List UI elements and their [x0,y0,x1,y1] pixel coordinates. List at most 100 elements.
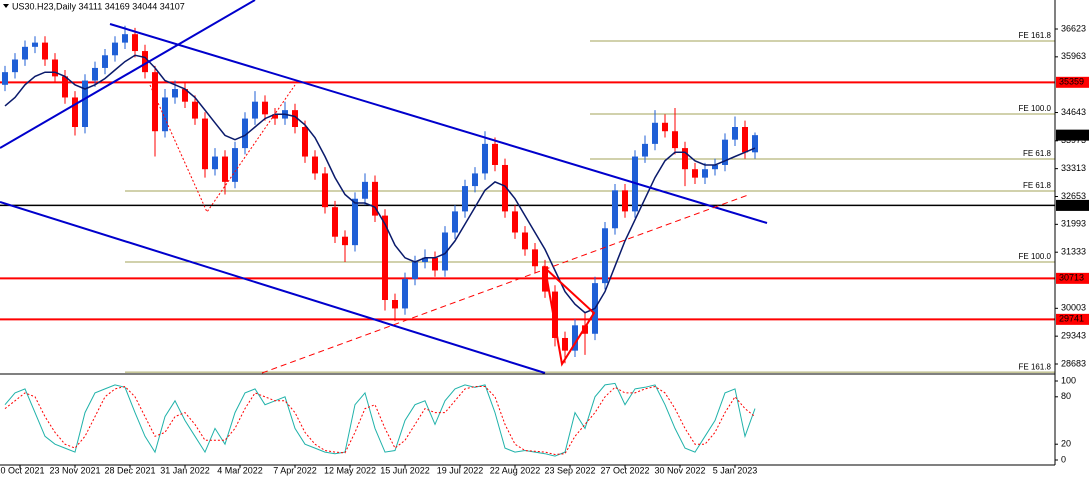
x-tick-label: 20 Oct 2021 [0,465,45,475]
x-tick-label: 7 Apr 2022 [273,465,317,475]
fibo-label: FE 61.8 [1023,149,1052,158]
candle-body [172,89,178,98]
channel-bottom [0,201,546,374]
candle-body [642,143,648,157]
candle-body [462,186,468,212]
candle-body [742,127,748,153]
candle-body [122,34,128,43]
candle-body [212,156,218,170]
candle-body [552,291,558,338]
candle-body [112,42,118,56]
candle-body [342,236,348,246]
candle-body [512,211,518,233]
candle-body [402,278,408,309]
candle-body [692,169,698,178]
candle-body [732,127,738,140]
y-tick-label: 31333 [1061,247,1086,257]
x-tick-label: 19 Jul 2022 [437,465,484,475]
y-tick-label: 32653 [1061,191,1086,201]
x-tick-label: 23 Nov 2021 [49,465,100,475]
candle-body [182,89,188,102]
candle-body [102,55,108,68]
x-tick-label: 27 Oct 2022 [600,465,649,475]
menu-icon [3,4,9,8]
level-label: 29741 [1059,314,1084,324]
oscillator-line [4,385,756,456]
moving-average [4,54,756,314]
y-tick-label: 33313 [1061,163,1086,173]
candle-body [702,169,708,178]
osc-tick-label: 20 [1061,439,1071,449]
candle-body [252,101,258,119]
x-tick-label: 5 Jan 2023 [713,465,758,475]
triangle [543,265,596,367]
candle-body [152,72,158,132]
fibo-label: FE 161.8 [1019,362,1052,371]
y-tick-label: 31993 [1061,219,1086,229]
y-tick-label: 30003 [1061,303,1086,313]
y-tick-label: 28683 [1061,358,1086,368]
candle-body [132,34,138,52]
candle-body [672,131,678,149]
fibo-label: FE 100.0 [1019,104,1052,113]
x-tick-label: 12 May 2022 [324,465,376,475]
osc-tick-label: 100 [1061,375,1076,385]
candle-body [352,198,358,246]
candle-body [472,173,478,187]
osc-tick-label: 0 [1061,454,1066,464]
fibo-label: FE 161.8 [1019,31,1052,40]
level-tag [1056,272,1089,284]
candle-body [162,97,168,132]
x-tick-label: 15 Jun 2022 [380,465,430,475]
candle-body [652,122,658,144]
candle-body [442,232,448,271]
osc-tick-label: 80 [1061,391,1071,401]
y-tick-label: 29343 [1061,331,1086,341]
x-tick-label: 28 Dec 2021 [104,465,155,475]
level-tag [1056,199,1089,211]
candle-body [82,80,88,128]
level-label: 30713 [1059,273,1084,283]
candle-body [262,101,268,115]
candle-body [712,164,718,170]
candle-body [412,262,418,279]
candle-body [62,76,68,98]
candle-body [192,101,198,119]
candle-body [722,139,728,165]
candle-body [432,257,438,271]
candle-body [302,127,308,157]
candle-body [22,46,28,60]
x-tick-label: 23 Sep 2022 [544,465,595,475]
candle-body [372,181,378,216]
candle-body [332,207,338,237]
x-tick-label: 31 Jan 2022 [160,465,210,475]
candle-body [662,122,668,132]
last-price-label: 34107 [1059,130,1084,140]
candle-body [12,59,18,73]
candle-body [572,325,578,351]
candle-body [582,325,588,334]
y-tick-label: 35963 [1061,51,1086,61]
candle-body [242,118,248,149]
candle-body [362,181,368,199]
trend-line [0,0,256,149]
candle-body [232,148,238,182]
candle-body [532,249,538,267]
candle-body [142,51,148,73]
candle-body [602,228,608,284]
last-price-tag [1056,129,1089,141]
drawings [0,0,768,374]
candle-body [612,190,618,229]
candle-body [502,164,508,212]
candle-body [322,173,328,208]
candle-body [72,97,78,128]
candle-body [272,114,278,119]
y-tick-label: 34643 [1061,107,1086,117]
candle-body [292,110,298,128]
candle-body [392,300,398,309]
dashed-trend [261,194,749,374]
x-tick-label: 30 Nov 2022 [654,465,705,475]
candle-body [452,211,458,233]
candle-body [2,72,8,85]
